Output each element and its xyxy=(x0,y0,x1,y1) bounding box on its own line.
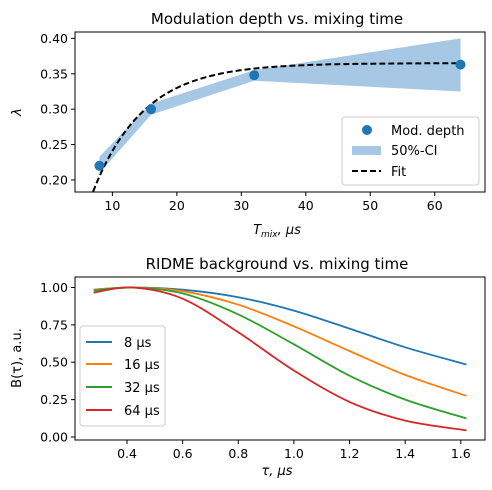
x-tick-label: 1.0 xyxy=(284,446,304,461)
x-axis-label: Tmix, μs xyxy=(253,223,301,240)
chart-title: RIDME background vs. mixing time xyxy=(146,255,409,273)
y-tick-label: 0.50 xyxy=(40,355,68,370)
y-axis-ticks: 0.00 0.25 0.50 0.75 1.00 xyxy=(40,280,75,445)
x-tick-label: 60 xyxy=(427,198,443,213)
x-tick-label: 0.8 xyxy=(228,446,248,461)
legend: Mod. depth 50%-CI Fit xyxy=(341,116,480,186)
ci-band-layer xyxy=(99,38,461,173)
x-tick-label: 20 xyxy=(169,198,185,213)
x-axis-ticks: 10 20 30 40 50 60 xyxy=(104,192,443,213)
y-axis-label: B(τ), a.u. xyxy=(10,328,25,388)
data-point-64 xyxy=(455,59,466,70)
data-point-16 xyxy=(146,104,157,115)
series-line-64-s xyxy=(93,286,467,432)
x-tick-label: 1.4 xyxy=(395,446,415,461)
y-tick-label: 0.40 xyxy=(40,31,68,46)
legend: 8 μs 16 μs 32 μs 64 μs xyxy=(79,325,166,427)
legend-marker-mod-depth xyxy=(362,125,372,135)
x-axis-label: τ, μs xyxy=(261,464,292,479)
legend-label-mod-depth: Mod. depth xyxy=(391,124,465,139)
legend-label-ci: 50%-CI xyxy=(391,144,438,159)
legend-label-32us: 32 μs xyxy=(124,381,160,396)
data-points-layer xyxy=(94,59,466,171)
y-tick-label: 0.30 xyxy=(40,102,68,117)
y-tick-label: 0.75 xyxy=(40,317,68,332)
legend-box xyxy=(79,325,166,427)
x-tick-label: 1.2 xyxy=(340,446,360,461)
x-tick-label: 0.6 xyxy=(173,446,193,461)
x-tick-label: 0.4 xyxy=(117,446,137,461)
plot-area xyxy=(74,31,486,193)
x-tick-label: 40 xyxy=(298,198,314,213)
y-tick-label: 0.00 xyxy=(40,430,68,445)
series-lines-layer xyxy=(93,286,467,432)
x-tick-label: 1.6 xyxy=(451,446,471,461)
chart-title: Modulation depth vs. mixing time xyxy=(151,10,403,28)
y-axis-ticks: 0.20 0.25 0.30 0.35 0.40 xyxy=(40,31,75,187)
y-axis-label: λ xyxy=(10,108,25,117)
data-point-8 xyxy=(94,160,105,171)
y-tick-label: 0.25 xyxy=(40,392,68,407)
legend-label-64us: 64 μs xyxy=(124,404,160,419)
x-axis-ticks: 0.4 0.6 0.8 1.0 1.2 1.4 1.6 xyxy=(117,440,471,461)
fit-line xyxy=(92,62,461,192)
chart-modulation-depth: Modulation depth vs. mixing time 10 20 30 4… xyxy=(10,10,486,240)
legend-label-8us: 8 μs xyxy=(124,336,152,351)
chart-ridme-background: RIDME background vs. mixing time 0.4 0.6 0… xyxy=(10,255,486,479)
data-point-32 xyxy=(249,70,260,81)
legend-label-fit: Fit xyxy=(391,165,406,180)
legend-box xyxy=(341,116,480,186)
y-tick-label: 0.20 xyxy=(40,172,68,187)
ci-band xyxy=(99,38,461,173)
legend-marker-ci xyxy=(352,146,381,155)
x-tick-label: 10 xyxy=(104,198,120,213)
plot-area xyxy=(74,276,486,441)
y-tick-label: 0.25 xyxy=(40,137,68,152)
x-tick-label: 30 xyxy=(233,198,249,213)
fit-line-layer xyxy=(92,62,461,192)
x-tick-label: 50 xyxy=(362,198,378,213)
legend-label-16us: 16 μs xyxy=(124,358,160,373)
y-tick-label: 1.00 xyxy=(40,280,68,295)
y-tick-label: 0.35 xyxy=(40,66,68,81)
